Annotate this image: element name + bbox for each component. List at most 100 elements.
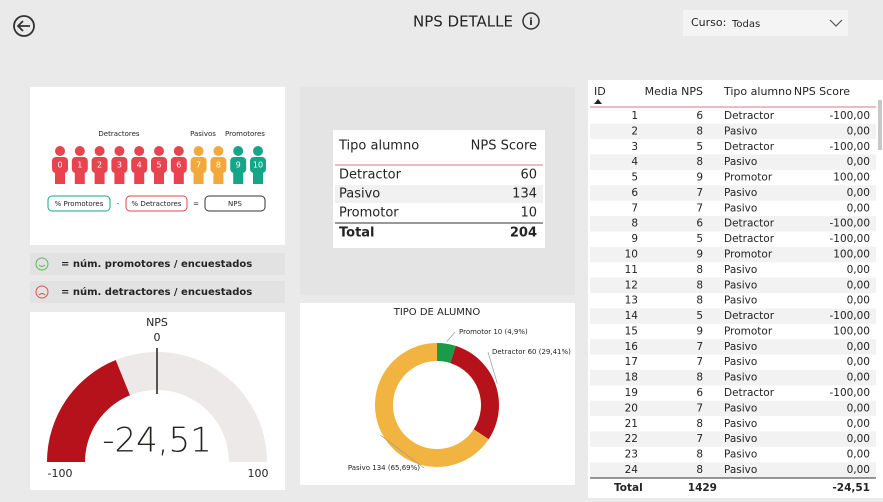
table-cell: 8 (696, 264, 703, 276)
person-body (250, 157, 266, 173)
table-cell: 19 (625, 387, 638, 399)
table-cell: 0,00 (847, 264, 870, 276)
table-cell: 8 (696, 418, 703, 430)
formula-text: - (117, 200, 120, 208)
formula-text: % Detractores (131, 200, 181, 208)
row-stripe (590, 154, 876, 170)
table-cell: 0,00 (847, 125, 870, 137)
frown-icon (38, 293, 46, 296)
donut-slice (437, 343, 456, 364)
table-cell: 6 (696, 110, 703, 122)
group-label: Promotores (225, 130, 265, 138)
score-label: 4 (137, 161, 142, 170)
column-header: NPS Score (794, 85, 850, 98)
table-total: 1429 (688, 482, 717, 494)
person-legs (193, 172, 204, 184)
table-cell: 0,00 (847, 279, 870, 291)
table-cell: 100,00 (833, 325, 870, 337)
data-label: Detractor 60 (29,41%) (492, 348, 571, 356)
gauge-title: NPS (146, 316, 168, 329)
person-body (71, 157, 88, 173)
table-total: Total (339, 226, 375, 241)
person-legs (134, 172, 145, 184)
smile-icon (38, 264, 46, 267)
table-header: Tipo alumno (338, 139, 419, 154)
table-cell: Pasivo (724, 295, 757, 307)
table-cell: 8 (696, 156, 703, 168)
table-cell: Promotor (339, 206, 399, 221)
scrollbar[interactable] (878, 100, 882, 150)
table-cell: Promotor (724, 249, 773, 261)
score-label: 5 (156, 161, 161, 170)
table-cell: 9 (696, 325, 703, 337)
table-cell: 17 (625, 356, 638, 368)
row-stripe (590, 369, 876, 386)
table-cell: 0,00 (847, 156, 870, 168)
table-cell: 100,00 (833, 172, 870, 184)
table-cell: 24 (625, 464, 639, 476)
table-cell: 18 (625, 372, 638, 384)
formula-box (125, 195, 188, 212)
person-legs (253, 172, 263, 184)
person-legs (233, 172, 244, 184)
person-head (233, 146, 244, 156)
legend-text: = núm. detractores / encuestados (61, 286, 252, 298)
table-cell: 8 (696, 125, 703, 137)
table-cell: Detractor (724, 218, 775, 230)
back-button[interactable] (13, 15, 35, 37)
table-cell: 0,00 (847, 202, 870, 214)
table-cell: 4 (631, 156, 638, 168)
table-cell: Pasivo (724, 449, 757, 461)
table-cell: -100,00 (829, 310, 870, 322)
table-cell: 22 (625, 433, 638, 445)
table-cell: 60 (520, 168, 537, 183)
legend-row (30, 253, 285, 275)
person-body (230, 157, 247, 173)
table-cell: Pasivo (724, 418, 757, 430)
person-head (173, 146, 184, 156)
table-cell: Detractor (724, 110, 775, 122)
person-legs (55, 172, 65, 184)
formula-text: % Promotores (55, 200, 104, 208)
table-cell: Pasivo (724, 279, 757, 291)
table-cell: Pasivo (724, 341, 757, 353)
table-cell: 21 (625, 418, 638, 430)
person-head (74, 146, 85, 156)
person-body (210, 157, 227, 173)
leader-line (380, 434, 425, 469)
table-cell: Pasivo (724, 372, 757, 384)
group-label: Pasivos (190, 130, 216, 138)
person-legs (173, 172, 184, 184)
person-head (213, 146, 224, 156)
table-cell: Pasivo (339, 187, 380, 202)
table-cell: 0,00 (847, 295, 870, 307)
table-cell: 7 (631, 202, 638, 214)
column-header: Tipo alumno (723, 85, 792, 98)
data-label: Promotor 10 (4,9%) (459, 328, 528, 336)
table-cell: 0,00 (847, 356, 870, 368)
table-cell: Detractor (724, 387, 775, 399)
table-total: 204 (510, 226, 537, 241)
score-label: 2 (97, 161, 102, 170)
person-head (193, 146, 204, 156)
info-icon[interactable]: i (522, 12, 540, 30)
table-cell: 8 (631, 218, 638, 230)
column-header: Media NPS (645, 85, 703, 98)
person-legs (154, 172, 164, 184)
filter-dropdown[interactable]: Curso: Todas (683, 10, 848, 36)
formula-box (47, 195, 111, 212)
table-cell: Pasivo (724, 156, 757, 168)
table-cell: 9 (696, 172, 703, 184)
table-cell: 6 (631, 187, 638, 199)
table-cell: -100,00 (829, 110, 870, 122)
gauge-max: 100 (248, 467, 269, 480)
row-stripe (335, 185, 543, 203)
table-cell: 7 (696, 356, 703, 368)
table-cell: 0,00 (847, 187, 870, 199)
person-head (94, 146, 105, 156)
frown-icon (35, 285, 49, 299)
table-cell: Promotor (724, 325, 773, 337)
score-label: 3 (117, 161, 122, 170)
table-cell: Pasivo (724, 356, 757, 368)
table-cell: 7 (696, 402, 703, 414)
